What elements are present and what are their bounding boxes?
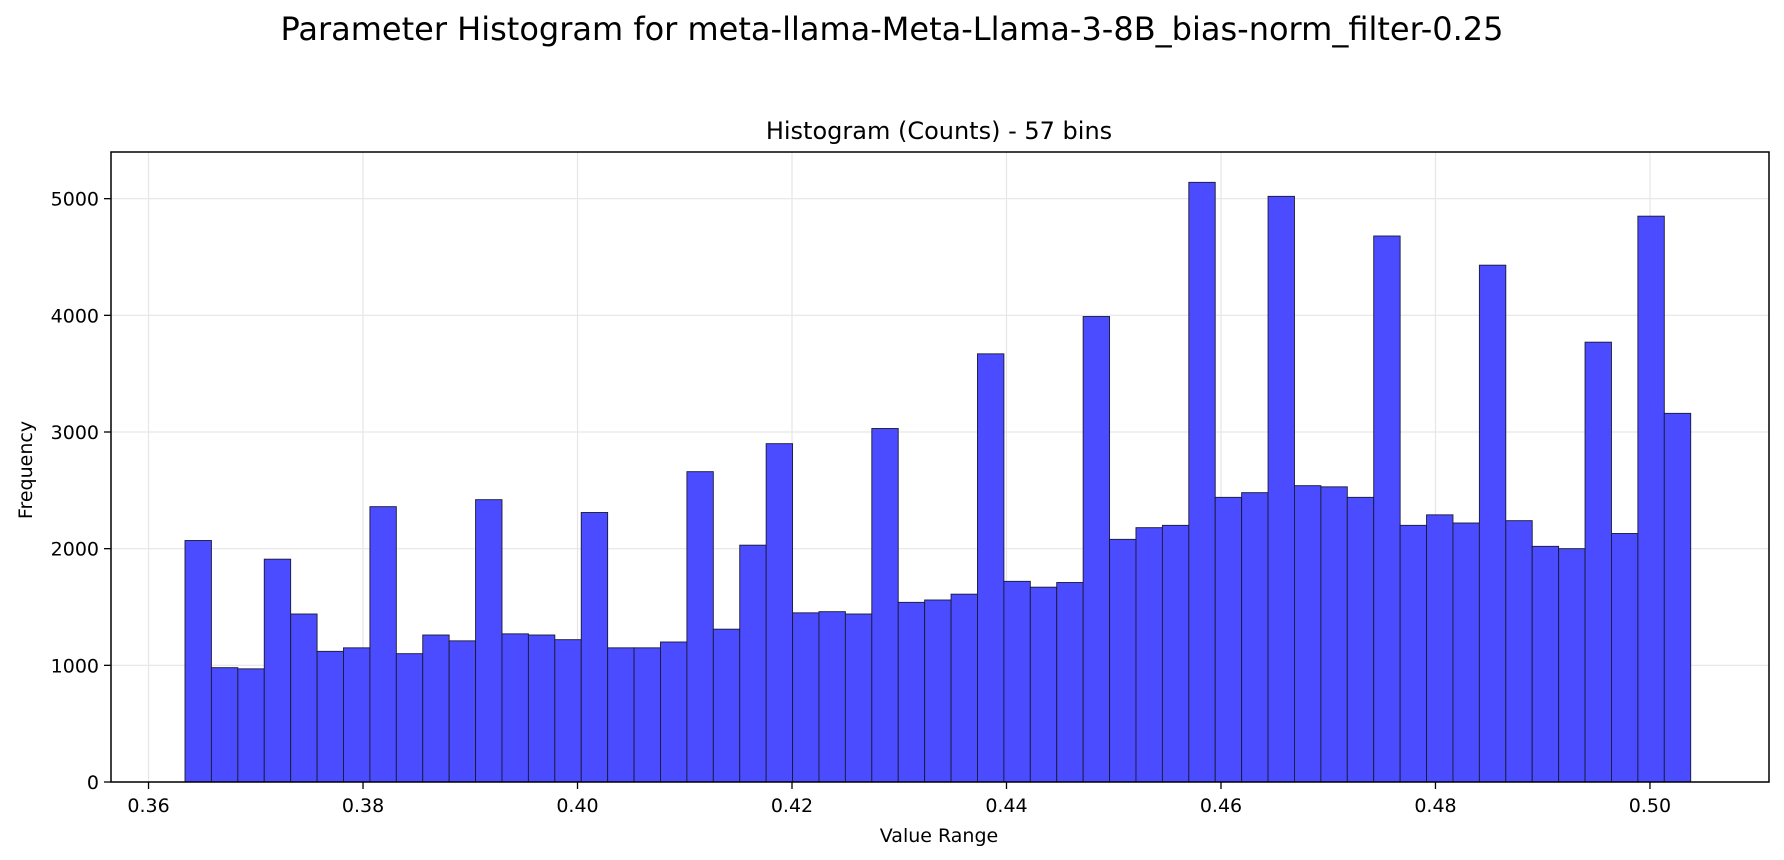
histogram-bar bbox=[184, 540, 212, 783]
histogram-bar bbox=[897, 601, 926, 783]
x-axis-ticks: 0.36 0.38 0.40 0.42 0.44 0.46 0.48 0.50 bbox=[127, 782, 1671, 817]
y-tick-label: 0 bbox=[87, 772, 99, 794]
histogram-bar bbox=[1478, 264, 1507, 783]
histogram-bar bbox=[1637, 215, 1665, 783]
histogram-bar bbox=[871, 428, 899, 783]
histogram-bar bbox=[1056, 582, 1084, 783]
histogram-bar bbox=[1584, 341, 1612, 783]
plot-frame bbox=[110, 151, 1770, 783]
axes-title: Histogram (Counts) - 57 bins bbox=[766, 117, 1112, 145]
histogram-bar bbox=[422, 634, 450, 783]
histogram-bar bbox=[1135, 527, 1163, 783]
histogram-bar bbox=[316, 650, 344, 783]
histogram-bar bbox=[1241, 492, 1269, 783]
x-tick-label: 0.38 bbox=[342, 795, 384, 817]
histogram-bar bbox=[527, 634, 556, 783]
y-tick-label: 2000 bbox=[51, 539, 99, 561]
histogram-bar bbox=[1505, 520, 1533, 783]
histogram-bar bbox=[607, 647, 635, 783]
x-axis-label: Value Range bbox=[880, 825, 998, 847]
histogram-bar bbox=[1558, 548, 1586, 783]
histogram-bar bbox=[1267, 195, 1295, 783]
histogram-bar bbox=[395, 653, 424, 783]
histogram-bar bbox=[1294, 485, 1322, 783]
histogram-bar bbox=[765, 443, 794, 783]
histogram-bar bbox=[1320, 486, 1348, 783]
y-tick-label: 3000 bbox=[51, 422, 99, 444]
histogram-bars bbox=[184, 181, 1692, 783]
histogram-bar bbox=[792, 612, 820, 783]
x-tick-label: 0.36 bbox=[127, 795, 169, 817]
histogram-bar bbox=[1214, 496, 1243, 783]
histogram-bar bbox=[237, 668, 265, 783]
x-tick-label: 0.42 bbox=[771, 795, 813, 817]
histogram-bar bbox=[818, 611, 846, 783]
histogram-bar bbox=[1029, 586, 1058, 783]
y-tick-label: 5000 bbox=[51, 189, 99, 211]
x-tick-label: 0.44 bbox=[985, 795, 1027, 817]
histogram-bar bbox=[924, 599, 952, 783]
histogram-bar bbox=[475, 499, 503, 783]
histogram-bar bbox=[1611, 533, 1639, 783]
histogram-bar bbox=[369, 506, 397, 783]
histogram-bar bbox=[448, 640, 477, 783]
histogram-bar bbox=[1082, 316, 1111, 783]
y-axis-label: Frequency bbox=[15, 421, 37, 519]
histogram-bar bbox=[1188, 181, 1216, 783]
x-tick-label: 0.50 bbox=[1629, 795, 1671, 817]
histogram-bar bbox=[580, 512, 609, 783]
histogram-bar bbox=[1161, 524, 1190, 783]
histogram-bar bbox=[660, 641, 688, 783]
y-tick-label: 4000 bbox=[51, 305, 99, 327]
histogram-bar bbox=[210, 667, 239, 783]
y-axis-ticks: 0 1000 2000 3000 4000 5000 bbox=[51, 189, 111, 794]
x-tick-label: 0.48 bbox=[1414, 795, 1456, 817]
histogram-bar bbox=[1399, 524, 1428, 783]
histogram-bar bbox=[1373, 235, 1401, 783]
histogram-bar bbox=[633, 647, 661, 783]
histogram-bar bbox=[1452, 522, 1480, 783]
histogram-bar bbox=[1346, 496, 1375, 783]
histogram-bar bbox=[1109, 538, 1137, 783]
x-tick-label: 0.46 bbox=[1200, 795, 1242, 817]
histogram-bar bbox=[844, 613, 873, 783]
x-tick-label: 0.40 bbox=[556, 795, 598, 817]
histogram-bar bbox=[686, 471, 714, 783]
histogram-bar bbox=[712, 628, 741, 783]
histogram-bar bbox=[1663, 412, 1692, 783]
y-tick-label: 1000 bbox=[51, 655, 99, 677]
histogram-bar bbox=[290, 613, 318, 783]
histogram-bar bbox=[739, 544, 767, 783]
histogram-bar bbox=[1531, 545, 1560, 783]
histogram-bar bbox=[1003, 580, 1031, 783]
figure-suptitle: Parameter Histogram for meta-llama-Meta-… bbox=[281, 10, 1504, 48]
histogram-bar bbox=[977, 353, 1005, 783]
histogram-bar bbox=[950, 593, 978, 783]
histogram-bar bbox=[343, 647, 371, 783]
histogram-bar bbox=[501, 633, 529, 783]
histogram-bar bbox=[554, 639, 582, 783]
histogram-bar bbox=[1426, 514, 1454, 783]
histogram-bar bbox=[263, 558, 292, 783]
